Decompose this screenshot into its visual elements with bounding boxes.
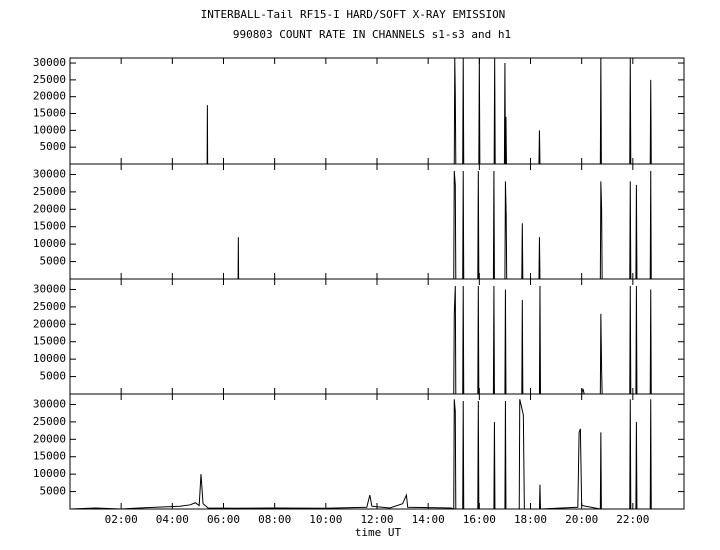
x-tick-label: 18:00 — [514, 513, 547, 526]
data-line — [70, 57, 684, 165]
y-tick-label: 20000 — [33, 317, 66, 330]
panel-frame — [69, 278, 685, 395]
y-tick-label: 30000 — [33, 167, 66, 180]
x-tick-label: 14:00 — [412, 513, 445, 526]
y-tick-label: 15000 — [33, 107, 66, 120]
panel-frame — [69, 163, 685, 280]
x-tick-label: 20:00 — [565, 513, 598, 526]
x-tick-label: 04:00 — [156, 513, 189, 526]
y-tick-label: 25000 — [33, 73, 66, 86]
chart-subtitle: 990803 COUNT RATE IN CHANNELS s1-s3 and … — [233, 28, 511, 41]
y-tick-label: 10000 — [33, 467, 66, 480]
y-tick-label: 15000 — [33, 450, 66, 463]
x-axis-label: time UT — [355, 526, 402, 539]
y-tick-label: 10000 — [33, 237, 66, 250]
data-line — [70, 170, 684, 280]
y-tick-label: 15000 — [33, 335, 66, 348]
y-tick-label: 30000 — [33, 397, 66, 410]
y-tick-label: 25000 — [33, 185, 66, 198]
x-tick-label: 16:00 — [463, 513, 496, 526]
y-tick-label: 20000 — [33, 90, 66, 103]
y-tick-label: 20000 — [33, 202, 66, 215]
y-tick-label: 15000 — [33, 220, 66, 233]
x-tick-label: 10:00 — [309, 513, 342, 526]
panel-frame — [69, 57, 685, 165]
x-tick-label: 06:00 — [207, 513, 240, 526]
x-tick-label: 12:00 — [360, 513, 393, 526]
y-tick-label: 5000 — [40, 370, 67, 383]
y-tick-label: 5000 — [40, 485, 67, 498]
y-tick-label: 5000 — [40, 140, 67, 153]
y-tick-label: 5000 — [40, 255, 67, 268]
y-tick-label: 20000 — [33, 432, 66, 445]
x-tick-label: 22:00 — [616, 513, 649, 526]
x-tick-label: 02:00 — [105, 513, 138, 526]
y-tick-label: 25000 — [33, 300, 66, 313]
y-tick-label: 25000 — [33, 415, 66, 428]
x-tick-label: 08:00 — [258, 513, 291, 526]
y-tick-label: 10000 — [33, 352, 66, 365]
y-tick-label: 30000 — [33, 282, 66, 295]
y-tick-label: 10000 — [33, 123, 66, 136]
data-line — [70, 285, 684, 395]
panel-frame — [69, 393, 685, 510]
data-line — [69, 399, 684, 510]
chart-title: INTERBALL-Tail RF15-I HARD/SOFT X-RAY EM… — [201, 8, 506, 21]
y-tick-label: 30000 — [33, 56, 66, 69]
